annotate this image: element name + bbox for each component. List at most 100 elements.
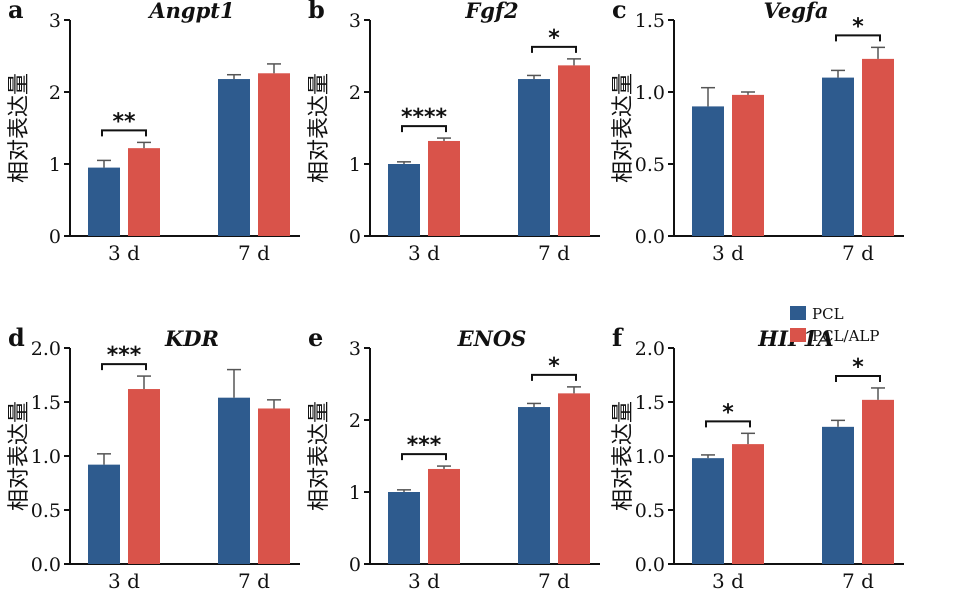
y-tick-label: 3 [349, 10, 361, 32]
bar-pcl-alp [558, 65, 590, 236]
significance-stars: * [722, 400, 734, 425]
x-tick-label: 3 d [108, 241, 140, 265]
significance-bracket [531, 45, 577, 53]
x-tick-label: 7 d [842, 241, 874, 265]
panel-e: e ENOS 相对表达量 0 1 2 3 3 d *** 7 d * [307, 323, 600, 593]
bar-pcl [518, 79, 550, 236]
x-tick-label: 7 d [238, 569, 270, 593]
y-tick-label: 1.5 [635, 392, 665, 414]
x-tick-label: 3 d [408, 569, 440, 593]
y-tick-label: 1.0 [635, 82, 665, 104]
y-tick-label: 2.0 [31, 338, 61, 360]
legend-swatch [790, 306, 806, 320]
bar-pcl [88, 464, 120, 564]
y-tick-label: 3 [349, 338, 361, 360]
y-axis-label: 相对表达量 [611, 73, 636, 183]
panel-f: fHIF1A相对表达量0.00.51.01.52.03 d*7 d* [611, 323, 904, 593]
significance-stars: * [852, 355, 864, 380]
legend-label: PCL/ALP [812, 327, 879, 345]
significance-bracket [835, 34, 881, 42]
y-tick-label: 0 [49, 226, 61, 248]
chart-title: Angpt1 [147, 0, 234, 23]
y-tick-label: 1 [349, 154, 361, 176]
y-tick-label: 0.5 [31, 500, 61, 522]
y-tick-label: 1.5 [31, 392, 61, 414]
x-tick-label: 7 d [842, 569, 874, 593]
panel-d: d KDR 相对表达量 0.0 0.5 1.0 1.5 2.0 3 d *** 7 d [7, 323, 300, 593]
bar-pcl-alp [258, 408, 290, 564]
y-tick-label: 0.5 [635, 500, 665, 522]
panel-a: a Angpt1 相对表达量 0 1 2 3 3 d ** 7 d [7, 0, 300, 265]
y-axis-label: 相对表达量 [7, 73, 32, 183]
panel-label: f [612, 323, 624, 352]
bar-pcl-alp [428, 140, 460, 236]
legend-label: PCL [812, 305, 844, 323]
y-tick-label: 1.5 [635, 10, 665, 32]
chart-title: Fgf2 [464, 0, 518, 23]
bar-pcl [692, 106, 724, 237]
bar-pcl-alp [558, 393, 590, 564]
bar-pcl [518, 407, 550, 564]
y-axis-label: 相对表达量 [7, 401, 32, 511]
bar-pcl-alp [862, 58, 894, 236]
y-tick-label: 3 [49, 10, 61, 32]
x-tick-label: 3 d [712, 569, 744, 593]
panel-c: c Vegfa 相对表达量 0.0 0.5 1.0 1.5 3 d 7 d * [611, 0, 904, 265]
x-tick-label: 3 d [712, 241, 744, 265]
y-tick-label: 1 [349, 482, 361, 504]
significance-stars: * [548, 354, 560, 379]
significance-bracket [401, 453, 447, 461]
significance-stars: **** [401, 105, 448, 130]
y-tick-label: 2 [49, 82, 61, 104]
y-tick-label: 0.0 [635, 226, 665, 248]
significance-stars: *** [107, 343, 142, 368]
x-tick-label: 7 d [238, 241, 270, 265]
y-tick-label: 1 [49, 154, 61, 176]
panel-label: d [8, 323, 25, 352]
y-tick-label: 0.5 [635, 154, 665, 176]
bar-pcl [388, 164, 420, 236]
y-tick-label: 1.0 [635, 446, 665, 468]
significance-bracket [835, 374, 881, 382]
x-tick-label: 3 d [408, 241, 440, 265]
bar-pcl [218, 397, 250, 564]
significance-stars: *** [407, 433, 442, 458]
bar-pcl [822, 77, 854, 236]
significance-bracket [531, 373, 577, 381]
bar-pcl [88, 167, 120, 236]
significance-bracket [401, 125, 447, 133]
y-axis-label: 相对表达量 [307, 73, 332, 183]
y-tick-label: 0 [349, 554, 361, 576]
x-tick-label: 7 d [538, 569, 570, 593]
y-tick-label: 2.0 [635, 338, 665, 360]
panel-label: a [8, 0, 24, 24]
significance-stars: * [852, 14, 864, 39]
chart-title: KDR [164, 326, 219, 351]
panel-label: b [308, 0, 325, 24]
bar-pcl-alp [732, 444, 764, 564]
x-tick-label: 7 d [538, 241, 570, 265]
y-tick-label: 0.0 [31, 554, 61, 576]
significance-bracket [705, 420, 751, 428]
y-tick-label: 1.0 [31, 446, 61, 468]
y-axis-label: 相对表达量 [611, 401, 636, 511]
panel-b: b Fgf2 相对表达量 0 1 2 3 3 d **** 7 d * [307, 0, 600, 265]
bar-pcl-alp [128, 389, 160, 564]
bar-pcl [388, 492, 420, 564]
significance-stars: * [548, 26, 560, 51]
legend: PCL PCL/ALP [790, 305, 879, 345]
y-tick-label: 2 [349, 82, 361, 104]
y-tick-label: 0.0 [635, 554, 665, 576]
x-tick-label: 3 d [108, 569, 140, 593]
bar-pcl-alp [732, 94, 764, 236]
y-tick-label: 2 [349, 410, 361, 432]
bar-pcl-alp [862, 399, 894, 564]
panel-label: e [308, 323, 323, 352]
bar-pcl-alp [128, 148, 160, 236]
chart-title: Vegfa [763, 0, 828, 23]
bar-pcl [218, 79, 250, 236]
legend-swatch [790, 328, 806, 342]
y-tick-label: 0 [349, 226, 361, 248]
panel-label: c [612, 0, 627, 24]
